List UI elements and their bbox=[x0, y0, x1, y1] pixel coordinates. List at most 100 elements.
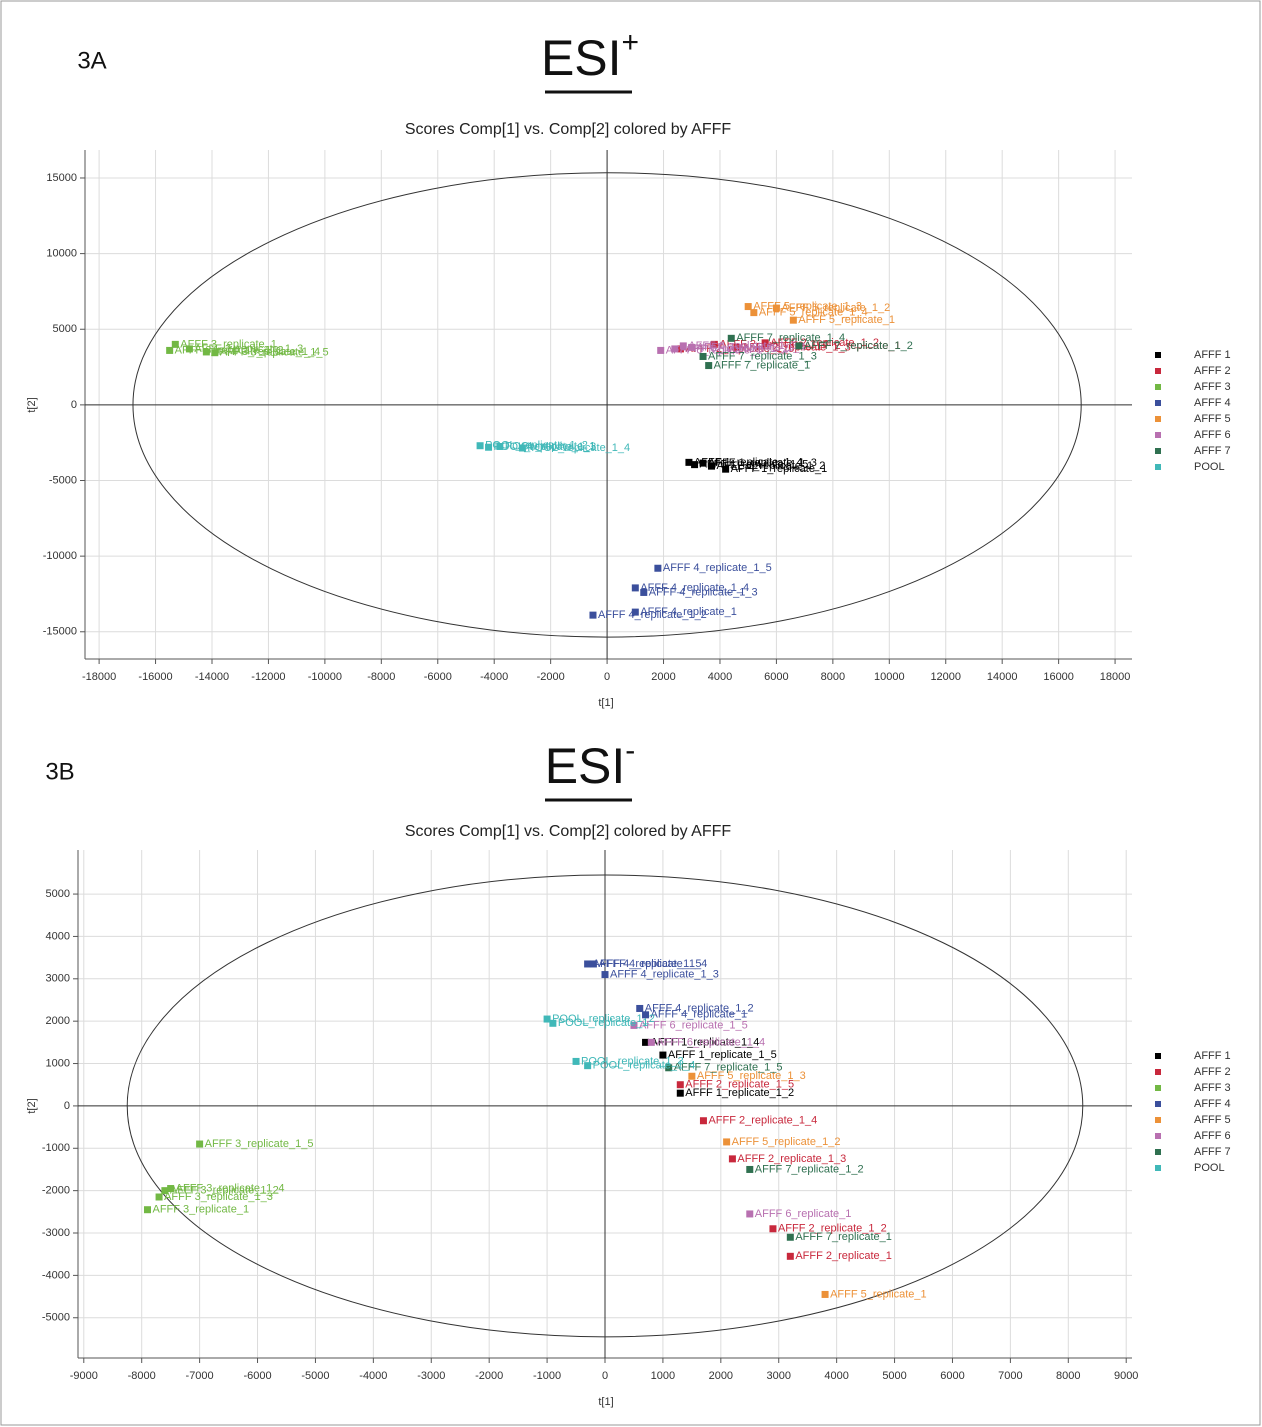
point bbox=[746, 1210, 754, 1218]
x-tick-label: 14000 bbox=[987, 671, 1018, 683]
y-tick-label: 3000 bbox=[46, 973, 70, 985]
x-tick-label: 0 bbox=[604, 671, 610, 683]
confidence-ellipse bbox=[132, 172, 1082, 638]
y-tick-label: 15000 bbox=[46, 172, 77, 184]
y-tick-label: 1000 bbox=[46, 1057, 70, 1069]
point bbox=[676, 1081, 684, 1089]
point bbox=[549, 1019, 557, 1027]
point bbox=[727, 334, 735, 342]
point-label: AFFF 1_replicate_1_4 bbox=[651, 1036, 760, 1048]
point bbox=[665, 1064, 673, 1072]
x-tick-label: 6000 bbox=[940, 1370, 964, 1382]
point-label: AFFF 7_replicate_1_2 bbox=[755, 1163, 864, 1175]
point-label: AFFF 4_replicate_1_3 bbox=[610, 968, 719, 980]
point bbox=[723, 1138, 731, 1146]
x-tick-label: 6000 bbox=[764, 671, 788, 683]
legend-marker bbox=[1155, 400, 1161, 406]
x-tick-label: 12000 bbox=[930, 671, 961, 683]
heading-text: ESI bbox=[541, 30, 622, 86]
y-tick-label: 0 bbox=[64, 1100, 70, 1112]
x-tick-label: -10000 bbox=[308, 671, 342, 683]
x-tick-label: -8000 bbox=[128, 1370, 156, 1382]
point bbox=[688, 343, 696, 351]
x-tick-label: 2000 bbox=[709, 1370, 733, 1382]
y-axis-label: t[2] bbox=[26, 397, 38, 412]
legend-label: AFFF 7 bbox=[1194, 445, 1231, 457]
panel-label: 3A bbox=[77, 47, 106, 74]
point-label: POOL_replicate_1 bbox=[558, 1017, 649, 1029]
legend-marker bbox=[1155, 1165, 1161, 1171]
x-tick-label: -9000 bbox=[70, 1370, 98, 1382]
legend-marker bbox=[1155, 1101, 1161, 1107]
point bbox=[733, 343, 741, 351]
point bbox=[750, 309, 758, 317]
x-tick-label: -18000 bbox=[82, 671, 116, 683]
point bbox=[630, 1021, 638, 1029]
point bbox=[636, 1004, 644, 1012]
point bbox=[167, 1185, 175, 1193]
point bbox=[705, 362, 713, 370]
legend-label: AFFF 7 bbox=[1194, 1146, 1231, 1158]
x-axis-label: t[1] bbox=[598, 1396, 613, 1408]
point-label: AFFF 4_replicate_1_5 bbox=[593, 958, 702, 970]
point bbox=[708, 462, 716, 470]
legend-label: POOL bbox=[1194, 1162, 1225, 1174]
x-tick-label: -1000 bbox=[533, 1370, 561, 1382]
point-label: AFFF 6_replicate_1_4 bbox=[697, 341, 806, 353]
point-label: AFFF 1_replicate_1_4 bbox=[694, 456, 803, 468]
point-label: AFFF 5_replicate_1_2 bbox=[781, 302, 890, 314]
point bbox=[786, 1252, 794, 1260]
point-label: AFFF 1_replicate_1_5 bbox=[668, 1049, 777, 1061]
point-label: AFFF 1_replicate_1_2 bbox=[685, 1087, 794, 1099]
panel-heading: ESI+ bbox=[541, 26, 639, 86]
point-label: AFFF 4_replicate_1_4 bbox=[598, 958, 707, 970]
point-label: POOL_replicate_1_2 bbox=[552, 1013, 655, 1025]
point-label: AFFF 7_replicate_1 bbox=[795, 1231, 892, 1243]
legend-marker bbox=[1155, 416, 1161, 422]
point bbox=[589, 960, 597, 968]
x-tick-label: 10000 bbox=[874, 671, 905, 683]
x-axis-label: t[1] bbox=[598, 697, 613, 709]
point-label: AFFF 4_replicate_1_5 bbox=[663, 562, 772, 574]
legend-label: AFFF 6 bbox=[1194, 429, 1231, 441]
legend-marker bbox=[1155, 432, 1161, 438]
point-label: AFFF 7_replicate_1_3 bbox=[708, 350, 817, 362]
point-label: AFFF 4_replicate_1_2 bbox=[645, 1002, 754, 1014]
point bbox=[202, 348, 210, 356]
point-label: AFFF 4_replicate_1_3 bbox=[649, 586, 758, 598]
chart-title: Scores Comp[1] vs. Comp[2] colored by AF… bbox=[405, 121, 732, 138]
point bbox=[722, 465, 730, 473]
legend-label: AFFF 4 bbox=[1194, 397, 1231, 409]
point-label: AFFF 3_replicate_1_2 bbox=[175, 344, 284, 356]
heading-superscript: - bbox=[625, 734, 635, 767]
point-label: AFFF 2_replicate_1_2 bbox=[778, 1223, 887, 1235]
point bbox=[789, 316, 797, 324]
point bbox=[155, 1193, 163, 1201]
legend-marker bbox=[1155, 1149, 1161, 1155]
legend-label: AFFF 2 bbox=[1194, 365, 1231, 377]
x-tick-label: -8000 bbox=[367, 671, 395, 683]
point-label: AFFF 2_replicate_1_5 bbox=[685, 1079, 794, 1091]
legend-marker bbox=[1155, 1133, 1161, 1139]
y-axis-label: t[2] bbox=[26, 1098, 38, 1113]
x-tick-label: 8000 bbox=[821, 671, 845, 683]
point-label: AFFF 3_replicate_1_4 bbox=[176, 1182, 285, 1194]
legend-label: AFFF 1 bbox=[1194, 349, 1231, 361]
x-tick-label: -4000 bbox=[480, 671, 508, 683]
point bbox=[699, 459, 707, 467]
point-label: POOL_replicate_1_3 bbox=[581, 1055, 684, 1067]
y-tick-label: -15000 bbox=[43, 626, 77, 638]
point-label: AFFF 7_replicate_1_5 bbox=[674, 1062, 783, 1074]
x-tick-label: 0 bbox=[602, 1370, 608, 1382]
point-label: AFFF 5_replicate_1 bbox=[830, 1288, 927, 1300]
x-tick-label: 4000 bbox=[824, 1370, 848, 1382]
point bbox=[659, 1051, 667, 1059]
point-label: AFFF 3_replicate_1_3 bbox=[164, 1191, 273, 1203]
x-tick-label: 2000 bbox=[651, 671, 675, 683]
point bbox=[476, 442, 484, 450]
point bbox=[647, 1038, 655, 1046]
y-tick-label: -5000 bbox=[42, 1312, 70, 1324]
point-label: AFFF 7_replicate_1_4 bbox=[736, 332, 845, 344]
point-label: AFFF 1_replicate_1_2 bbox=[717, 460, 826, 472]
point bbox=[601, 971, 609, 979]
